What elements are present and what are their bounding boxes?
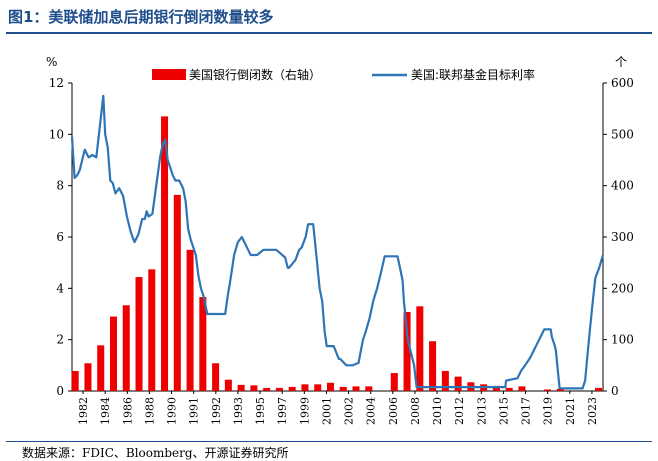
bar (416, 306, 424, 391)
legend-line-label: 美国:联邦基金目标利率 (411, 67, 535, 82)
right-axis-unit: 个 (615, 55, 627, 69)
source-note: 数据来源：FDIC、Bloomberg、开源证券研究所 (22, 446, 289, 460)
y-right-tick-label: 600 (611, 76, 634, 90)
x-tick-label: 2017 (520, 397, 533, 425)
y-left-tick-label: 4 (56, 281, 64, 295)
y-right-tick-label: 0 (611, 384, 619, 398)
bar (224, 379, 232, 391)
y-left-tick-label: 2 (56, 333, 64, 347)
bar (250, 385, 258, 391)
bar (122, 305, 130, 391)
x-tick-label: 2006 (387, 397, 400, 425)
y-right-tick-label: 500 (611, 127, 634, 141)
bar (173, 194, 181, 391)
footer-rule (6, 441, 652, 442)
bar (288, 386, 296, 391)
bar (429, 341, 437, 391)
bars-layer (71, 116, 603, 391)
title-underline (6, 32, 652, 34)
y-left-tick-label: 0 (56, 384, 64, 398)
x-tick-label: 1992 (210, 397, 223, 425)
bar (275, 387, 283, 391)
x-tick-label: 2012 (453, 397, 466, 425)
legend-bar-swatch (152, 69, 186, 80)
bar (97, 345, 105, 391)
bar (505, 387, 513, 391)
x-tick-label: 1995 (254, 397, 267, 425)
y-left-tick-label: 8 (56, 179, 64, 193)
x-tick-label: 2004 (365, 397, 378, 425)
bar (186, 249, 194, 391)
bar (403, 311, 411, 391)
bar (109, 316, 117, 391)
y-right-tick-label: 100 (611, 333, 634, 347)
bar (135, 277, 143, 391)
x-tick-label: 2001 (320, 397, 333, 425)
x-tick-label: 2023 (586, 397, 599, 425)
bar (301, 384, 309, 391)
bar (148, 269, 156, 391)
x-tick-label: 1999 (298, 397, 311, 425)
y-right-tick-label: 400 (611, 179, 634, 193)
x-tick-label: 2010 (431, 397, 444, 425)
bar (518, 386, 526, 391)
bar (161, 116, 169, 391)
bar (71, 370, 79, 391)
x-tick-label: 1993 (232, 397, 245, 425)
x-tick-label: 1984 (99, 397, 112, 425)
legend: 美国银行倒闭数（右轴） 美国:联邦基金目标利率 (152, 67, 535, 82)
x-tick-label: 2008 (409, 397, 422, 425)
bar (326, 382, 334, 391)
x-tick-label: 1988 (143, 397, 156, 425)
x-tick-label: 2002 (343, 397, 356, 425)
x-tick-label: 2021 (564, 397, 577, 425)
y-left-tick-label: 6 (56, 230, 64, 244)
bar (390, 373, 398, 391)
bar (199, 297, 207, 391)
x-tick-label: 1986 (121, 397, 134, 425)
bar (314, 384, 322, 391)
bar (441, 370, 449, 391)
bar (454, 376, 462, 391)
bar (352, 386, 360, 391)
left-axis-unit: % (46, 55, 57, 69)
y-left-tick-label: 12 (49, 76, 64, 90)
x-tick-label: 1991 (188, 397, 201, 425)
bar (237, 384, 245, 391)
x-tick-label: 2019 (542, 397, 555, 425)
bar (492, 385, 500, 391)
ticks-layer: 0 2 4 6 8 10 12 0 100 200 300 400 500 600 1982 1984 1986… (49, 76, 634, 425)
legend-bar-label: 美国银行倒闭数（右轴） (189, 67, 321, 82)
x-tick-label: 1982 (77, 397, 90, 425)
x-tick-label: 1990 (166, 397, 179, 425)
bar (263, 387, 271, 391)
y-right-tick-label: 300 (611, 230, 634, 244)
line-layer (70, 94, 605, 390)
x-tick-label: 2013 (475, 397, 488, 425)
bar (595, 387, 603, 391)
bar (212, 363, 220, 391)
bar (365, 386, 373, 391)
y-right-tick-label: 200 (611, 281, 634, 295)
bar (84, 363, 92, 391)
fed-funds-rate-line (70, 94, 605, 390)
bar (543, 389, 551, 391)
chart-title: 图1：美联储加息后期银行倒闭数量较多 (8, 8, 274, 26)
y-left-tick-label: 10 (49, 127, 64, 141)
bar (339, 386, 347, 391)
x-tick-label: 1997 (276, 397, 289, 425)
x-tick-label: 2015 (497, 397, 510, 425)
bar (556, 388, 564, 391)
